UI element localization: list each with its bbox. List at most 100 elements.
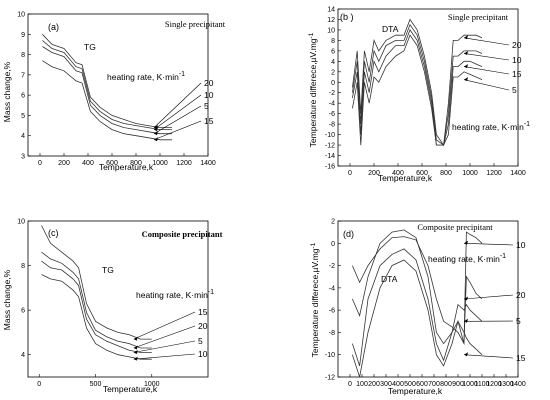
- panel-d: 0 100 200 300 400 500 600 700 800 900100011001200…: [310, 219, 526, 397]
- y-tick-label: 2: [331, 69, 335, 76]
- x-tick-label: 1000: [152, 160, 168, 167]
- x-tick-label: 800: [440, 381, 452, 388]
- series-arrow-20: [464, 35, 468, 40]
- x-tick-label: 1200: [486, 381, 502, 388]
- y-tick-label: 3: [21, 154, 25, 161]
- x-tick-label: 800: [440, 170, 452, 177]
- x-axis-label: Temperature,k: [378, 173, 433, 183]
- series-arrow-20: [133, 345, 138, 350]
- y-tick-label: -4: [329, 285, 335, 292]
- y-tick-label: 7: [21, 72, 25, 79]
- curve-annotation: TG: [102, 265, 114, 275]
- x-tick-label: 600: [416, 381, 428, 388]
- series-line-5: [352, 34, 483, 146]
- y-tick-label: -14: [325, 153, 335, 160]
- y-axis-label: Mass change,%: [2, 61, 12, 122]
- curve-annotation: DTA: [381, 274, 398, 284]
- y-tick-label: 2: [331, 219, 335, 226]
- heating-rate-label: heating rate, K·min-1: [452, 121, 530, 132]
- y-tick-label: -6: [329, 308, 335, 315]
- y-tick-label: -16: [325, 164, 335, 171]
- plot-frame: [337, 8, 519, 167]
- x-tick-label: 1400: [200, 160, 216, 167]
- series-arrow-5: [464, 318, 468, 323]
- x-tick-label: 1200: [486, 170, 502, 177]
- series-leader-15: [463, 354, 514, 359]
- panel-title: Single precipitant: [448, 12, 509, 22]
- series-leader-5: [153, 105, 202, 134]
- x-tick-label: 600: [416, 170, 428, 177]
- x-tick-label: 300: [380, 381, 392, 388]
- x-tick-label: 200: [368, 170, 380, 177]
- x-tick-label: 1400: [510, 381, 526, 388]
- series-label-20: 20: [204, 78, 214, 88]
- series-leader-20: [463, 37, 510, 46]
- series-arrow-10: [464, 240, 468, 245]
- series-leader-10: [463, 53, 510, 61]
- series-label-10: 10: [204, 90, 214, 100]
- series-leader-5: [463, 79, 510, 91]
- series-arrow-10: [154, 127, 158, 132]
- y-tick-label: -4: [329, 101, 335, 108]
- x-axis-label: Temperature,k: [99, 162, 154, 172]
- series-line-15: [41, 225, 152, 340]
- series-label-15: 15: [204, 116, 214, 126]
- series-line-10: [42, 40, 172, 130]
- y-tick-label: 12: [327, 17, 335, 24]
- series-leader-15: [133, 311, 196, 340]
- x-tick-label: 600: [106, 160, 118, 167]
- x-tick-label: 1200: [176, 160, 192, 167]
- y-tick-label: 5: [21, 113, 25, 120]
- panel-letter: (b ): [340, 12, 354, 22]
- x-tick-label: 0: [37, 381, 41, 388]
- series-label-5: 5: [198, 336, 203, 346]
- y-tick-label: 4: [21, 352, 25, 359]
- series-label-10: 10: [198, 349, 208, 359]
- series-line-5: [41, 260, 152, 353]
- x-tick-label: 1100: [474, 381, 489, 388]
- series-line-10: [352, 23, 483, 146]
- y-tick-label: -2: [329, 263, 335, 270]
- series-label-15: 15: [516, 353, 526, 363]
- series-arrow-5: [464, 77, 468, 82]
- series-line-20: [42, 34, 172, 128]
- y-axis-label: Temperature differece,µV.mg-1: [310, 242, 320, 357]
- series-line-20: [352, 18, 483, 147]
- heating-rate-label: heating rate, K·min-1: [136, 289, 214, 300]
- series-line-5: [42, 46, 172, 135]
- y-tick-label: -8: [329, 330, 335, 337]
- x-tick-label: 200: [368, 381, 380, 388]
- series-arrow-15: [133, 336, 138, 341]
- panel-title: Single precipitant: [165, 19, 226, 29]
- y-tick-label: 10: [17, 219, 25, 226]
- curve-annotation: TG: [84, 42, 96, 52]
- series-arrow-20: [464, 296, 468, 301]
- series-line-20: [41, 251, 152, 349]
- series-leader-20: [133, 325, 196, 349]
- y-tick-label: 8: [21, 52, 25, 59]
- panel-b: 0 200 400 600 800 1000 1200 1400-16-14-12-10-8-…: [308, 7, 530, 184]
- series-line-15: [42, 60, 172, 141]
- y-tick-label: -10: [325, 352, 335, 359]
- y-tick-label: -2: [329, 90, 335, 97]
- x-tick-label: 1400: [510, 170, 526, 177]
- x-tick-label: 1000: [144, 381, 160, 388]
- x-tick-label: 0: [38, 160, 42, 167]
- y-tick-label: -6: [329, 111, 335, 118]
- heating-rate-label: heating rate, K·min-1: [428, 253, 506, 264]
- y-tick-label: 0: [331, 80, 335, 87]
- panel-letter: (d): [343, 229, 354, 239]
- x-tick-label: 0: [348, 381, 352, 388]
- series-leader-10: [153, 94, 202, 130]
- y-tick-label: 8: [331, 38, 335, 45]
- panel-letter: (a): [48, 22, 59, 32]
- y-tick-label: -12: [325, 143, 335, 150]
- x-axis-label: Temperature,k: [103, 384, 158, 394]
- x-tick-label: 200: [58, 160, 70, 167]
- x-tick-label: 900: [452, 381, 464, 388]
- y-tick-label: -10: [325, 132, 335, 139]
- curve-annotation: DTA: [382, 24, 399, 34]
- series-line-15: [352, 259, 483, 378]
